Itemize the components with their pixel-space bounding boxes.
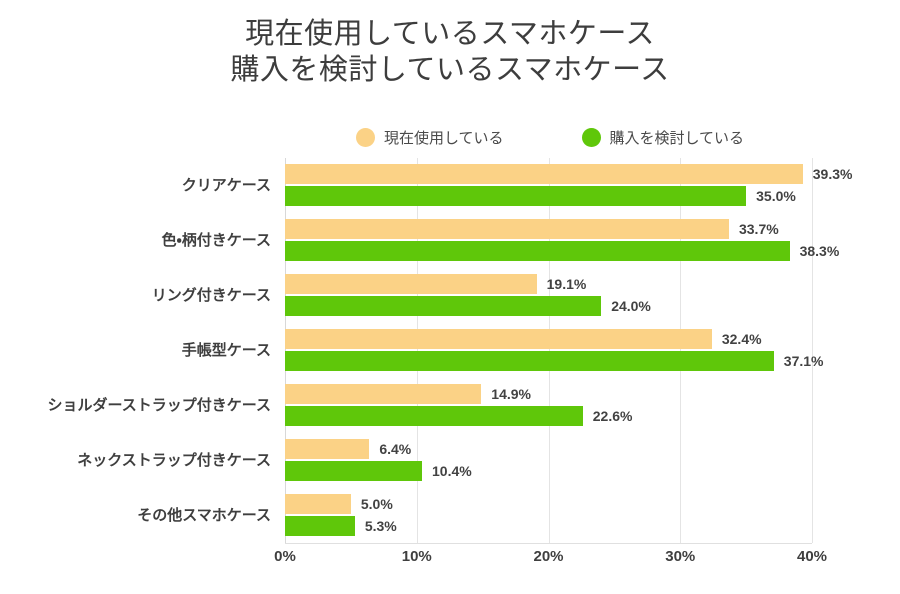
x-axis-tick-label: 0% (274, 548, 296, 565)
bar-value-label: 39.3% (812, 166, 853, 182)
category-label: クリアケース (181, 177, 271, 194)
x-axis-tick-label: 10% (401, 548, 432, 565)
category-label: その他スマホケース (137, 507, 271, 524)
chart-legend: 現在使用している 購入を検討している (285, 124, 815, 150)
bar-value-label: 37.1% (783, 353, 824, 369)
bar-value-label: 38.3% (799, 243, 840, 259)
category-label: ネックストラップ付きケース (77, 452, 271, 469)
bar-considering-purchase[interactable] (285, 406, 583, 426)
bar-group-row: リング付きケース 19.1% 24.0% (152, 268, 812, 323)
bar-value-label: 5.0% (360, 496, 393, 512)
bar-group-row: 手帳型ケース 32.4% 37.1% (182, 323, 823, 378)
chart-title: 現在使用しているスマホケース 購入を検討しているスマホケース (0, 16, 900, 88)
bar-rows: クリアケース 39.3% 35.0% 色・柄付きケース 33.7% 38.3% リング付きケ… (47, 158, 852, 543)
bar-current-use[interactable] (285, 384, 482, 404)
category-label: 手帳型ケース (181, 342, 271, 359)
bar-group-row: ショルダーストラップ付きケース 14.9% 22.6% (47, 378, 812, 433)
chart-title-line-1: 現在使用しているスマホケース (245, 18, 655, 50)
bar-considering-purchase[interactable] (285, 296, 602, 316)
x-axis: 0% 10% 20% 30% 40% (274, 548, 827, 574)
bar-group-row: その他スマホケース 5.0% 5.3% (137, 488, 812, 543)
bar-current-use[interactable] (285, 274, 537, 294)
bar-value-label: 5.3% (364, 518, 397, 534)
bar-considering-purchase[interactable] (285, 241, 790, 261)
bar-value-label: 35.0% (756, 188, 796, 204)
bar-group-row: クリアケース 39.3% 35.0% (182, 158, 852, 213)
x-axis-baseline (285, 543, 812, 544)
bar-value-label: 14.9% (491, 386, 531, 402)
gridlines (285, 158, 813, 543)
bar-value-label: 10.4% (432, 463, 472, 479)
bar-group-row: ネックストラップ付きケース 6.4% 10.4% (77, 433, 812, 488)
bar-value-label: 22.6% (592, 408, 633, 424)
category-label: 色・柄付きケース (161, 232, 271, 249)
bar-value-label: 24.0% (611, 298, 651, 314)
plot-area: クリアケース 39.3% 35.0% 色・柄付きケース 33.7% 38.3% リング付きケ… (47, 158, 852, 543)
category-label: リング付きケース (151, 287, 271, 304)
legend-label-current-use: 現在使用している (383, 129, 504, 147)
gridline-0pct (285, 158, 286, 543)
gridline-20pct (548, 158, 550, 543)
bar-considering-purchase[interactable] (285, 351, 774, 371)
x-axis-tick-label: 20% (533, 548, 564, 565)
x-axis-tick-label: 30% (665, 548, 696, 565)
bar-current-use[interactable] (285, 219, 729, 239)
gridline-10pct (416, 158, 418, 543)
legend-item-considering-purchase[interactable]: 購入を検討している (581, 127, 745, 148)
bar-value-label: 6.4% (379, 441, 412, 457)
bar-value-label: 32.4% (721, 331, 762, 347)
legend-item-current-use[interactable]: 現在使用している (355, 127, 504, 148)
legend-label-considering-purchase: 購入を検討している (609, 129, 745, 147)
bar-current-use[interactable] (285, 494, 351, 514)
chart-title-line-2: 購入を検討しているスマホケース (230, 54, 670, 86)
bar-current-use[interactable] (285, 439, 370, 459)
gridline-30pct (680, 158, 682, 543)
legend-swatch-icon-considering-purchase (581, 127, 601, 147)
x-axis-tick-label: 40% (796, 548, 828, 565)
gridline-40pct (812, 158, 813, 543)
bar-considering-purchase[interactable] (285, 461, 423, 481)
bar-value-label: 19.1% (546, 276, 587, 292)
bar-current-use[interactable] (285, 164, 803, 184)
bar-considering-purchase[interactable] (285, 186, 747, 206)
bar-value-label: 33.7% (738, 221, 779, 237)
bar-current-use[interactable] (285, 329, 712, 349)
bar-considering-purchase[interactable] (285, 516, 355, 536)
legend-swatch-icon-current-use (355, 127, 375, 147)
category-label: ショルダーストラップ付きケース (47, 397, 271, 414)
bar-group-row: 色・柄付きケース 33.7% 38.3% (162, 213, 839, 268)
